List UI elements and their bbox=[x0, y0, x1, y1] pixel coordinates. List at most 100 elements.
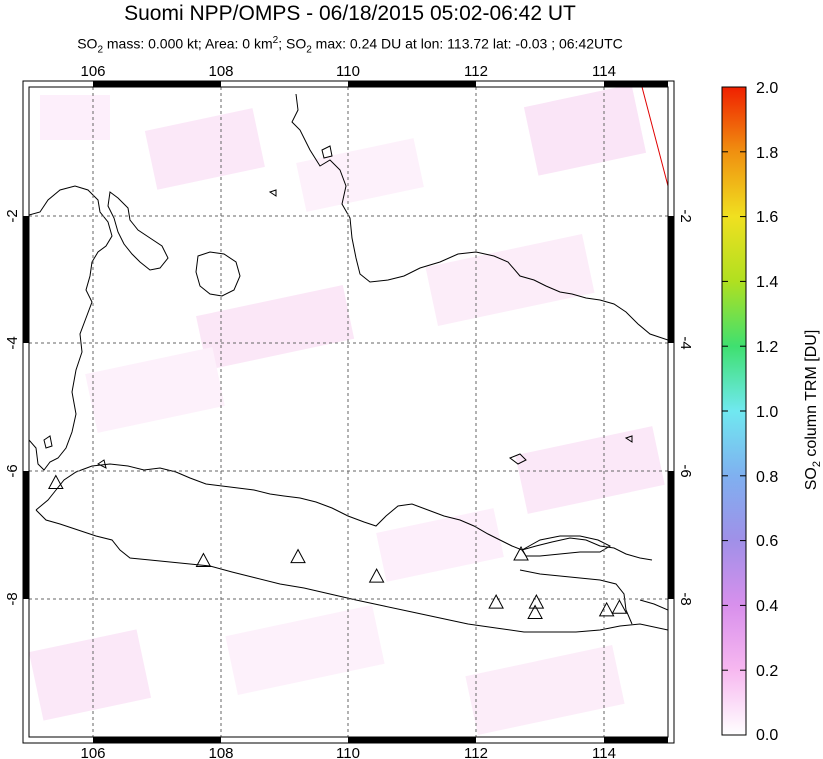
lon-tick-label: 106 bbox=[80, 745, 105, 759]
frame-bar bbox=[668, 471, 674, 599]
colorbar-tick-label: 1.2 bbox=[756, 339, 778, 356]
colorbar-tick-label: 0.8 bbox=[756, 469, 778, 486]
sumatra-coast bbox=[29, 185, 113, 471]
subtitle-sub: 2 bbox=[306, 44, 312, 56]
lat-tick-label: -6 bbox=[4, 464, 21, 477]
lon-tick-label: 110 bbox=[336, 745, 360, 759]
lat-tick-label: -4 bbox=[4, 336, 21, 349]
so2-patch bbox=[29, 629, 152, 721]
colorbar-tick-label: 1.8 bbox=[756, 145, 778, 162]
small-island bbox=[43, 435, 53, 449]
volcano-triangle-icon bbox=[290, 548, 306, 564]
bali-coast bbox=[639, 599, 668, 611]
volcano-triangle-icon bbox=[513, 545, 529, 561]
colorbar-ticks bbox=[722, 86, 746, 736]
volcano-markers bbox=[48, 474, 628, 619]
colorbar-title: SO2 column TRM [DU] bbox=[803, 330, 823, 491]
belitung-island bbox=[195, 251, 241, 297]
lon-tick-label: 108 bbox=[208, 745, 233, 759]
frame-bar bbox=[348, 737, 476, 743]
lat-tick-label: -6 bbox=[677, 464, 694, 477]
lat-tick-label: -4 bbox=[677, 336, 694, 349]
so2-patch bbox=[196, 284, 355, 370]
small-island bbox=[97, 459, 107, 469]
so2-patch bbox=[40, 95, 110, 140]
so2-patch bbox=[465, 645, 625, 735]
subtitle-sup: 2 bbox=[272, 35, 279, 46]
volcano-triangle-icon bbox=[195, 552, 212, 567]
volcano-triangle-icon bbox=[488, 594, 504, 609]
small-island bbox=[268, 189, 277, 197]
so2-patch bbox=[225, 605, 385, 695]
frame-bar bbox=[604, 81, 668, 87]
borneo-coast bbox=[291, 93, 668, 341]
so2-patch bbox=[523, 87, 647, 176]
frame-outer bbox=[22, 80, 675, 744]
lat-labels-left: -2 -4 -6 -8 bbox=[4, 209, 21, 605]
so2-patch bbox=[85, 347, 225, 433]
java-coast-north bbox=[35, 463, 653, 561]
frame-bar bbox=[23, 471, 29, 599]
subtitle-part: max: 0.24 DU at lon: 113.72 lat: -0.03 ;… bbox=[311, 35, 623, 52]
graticule bbox=[29, 87, 668, 737]
colorbar-title-sub: 2 bbox=[811, 461, 823, 467]
colorbar-tick-label: 0.4 bbox=[756, 598, 778, 615]
volcano-triangle-icon bbox=[598, 601, 615, 617]
frame-outer-rect bbox=[22, 80, 675, 744]
so2-patch bbox=[425, 234, 595, 326]
colorbar-tick-label: 0.2 bbox=[756, 663, 778, 680]
lon-tick-label: 112 bbox=[464, 745, 488, 759]
lon-tick-label: 114 bbox=[592, 745, 616, 759]
frame-bar bbox=[348, 81, 476, 87]
coastlines bbox=[29, 93, 668, 633]
lat-tick-label: -8 bbox=[677, 592, 694, 605]
subtitle-part: SO bbox=[77, 35, 98, 52]
lon-tick-label: 110 bbox=[336, 63, 360, 80]
lon-tick-label: 112 bbox=[464, 63, 488, 80]
so2-patch bbox=[376, 508, 504, 582]
lat-tick-label: -8 bbox=[4, 592, 21, 605]
so2-patch bbox=[515, 426, 665, 514]
bangka-island bbox=[107, 191, 169, 271]
frame-bar bbox=[668, 216, 674, 343]
lat-tick-label: -2 bbox=[677, 209, 694, 222]
page-title: Suomi NPP/OMPS - 06/18/2015 05:02-06:42 … bbox=[124, 2, 576, 25]
lon-tick-label: 106 bbox=[80, 63, 105, 80]
page-subtitle: SO2 mass: 0.000 kt; Area: 0 km2; SO2 max… bbox=[0, 35, 700, 55]
frame-bar bbox=[604, 737, 668, 743]
volcano-triangle-icon bbox=[368, 568, 385, 583]
volcano-triangle-icon bbox=[527, 604, 543, 619]
lat-tick-label: -2 bbox=[4, 209, 21, 222]
east-java-tip bbox=[519, 569, 633, 625]
colorbar-tick-label: 0.6 bbox=[756, 533, 778, 550]
lon-labels-bottom: 106 108 110 112 114 bbox=[80, 745, 615, 759]
colorbar-tick-labels: 2.0 1.8 1.6 1.4 1.2 1.0 0.8 0.6 0.4 0.2 … bbox=[756, 80, 778, 744]
frame-bars bbox=[23, 81, 674, 743]
subtitle-part: mass: 0.000 kt; Area: 0 km bbox=[103, 35, 273, 52]
java-coast-south bbox=[35, 509, 668, 633]
subtitle-sub: 2 bbox=[97, 44, 103, 56]
swath-edge-line bbox=[641, 86, 669, 187]
bawean-island bbox=[508, 453, 527, 465]
colorbar-title-main: SO bbox=[803, 467, 820, 490]
madura-island bbox=[521, 535, 612, 557]
small-island bbox=[321, 145, 333, 159]
colorbar-tick-label: 1.6 bbox=[756, 209, 778, 226]
colorbar-tick-label: 0.0 bbox=[756, 727, 778, 744]
lat-labels-right: -2 -4 -6 -8 bbox=[677, 209, 694, 605]
colorbar-title-rest: column TRM [DU] bbox=[803, 330, 820, 461]
frame-bar bbox=[93, 81, 221, 87]
volcano-triangle-icon bbox=[48, 474, 64, 489]
subtitle-part: ; SO bbox=[278, 35, 307, 52]
frame-bar bbox=[23, 216, 29, 343]
lon-tick-label: 114 bbox=[592, 63, 616, 80]
colorbar-tick-label: 1.0 bbox=[756, 404, 778, 421]
colorbar-tick-label: 1.4 bbox=[756, 274, 778, 291]
volcano-triangle-icon bbox=[611, 599, 628, 614]
frame-bar bbox=[93, 737, 221, 743]
lon-labels-top: 106 108 110 112 114 bbox=[80, 63, 615, 80]
colorbar-tick-label: 2.0 bbox=[756, 80, 778, 97]
so2-patch bbox=[144, 108, 265, 190]
lon-tick-label: 108 bbox=[208, 63, 233, 80]
